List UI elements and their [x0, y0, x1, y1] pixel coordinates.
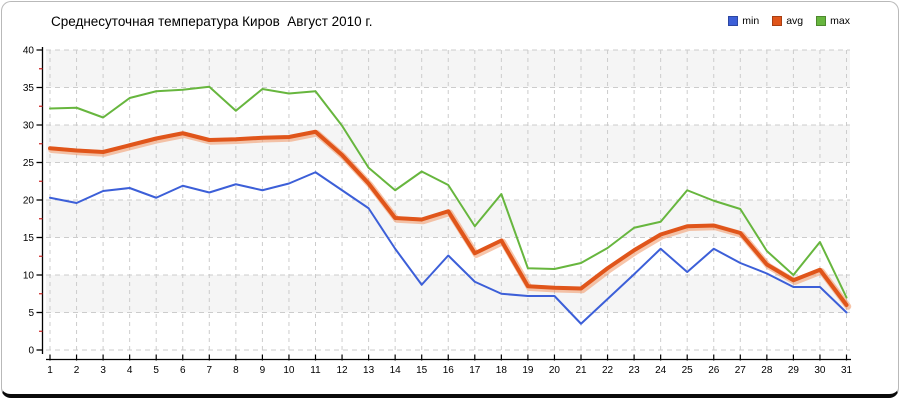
series-line-max — [49, 85, 848, 299]
y-axis-label: 15 — [23, 233, 35, 244]
y-axis-label: 10 — [23, 271, 35, 282]
x-axis-label: 22 — [602, 365, 614, 376]
x-axis-label: 28 — [761, 365, 773, 376]
x-axis-label: 6 — [180, 365, 186, 376]
max-series-swatch-icon — [816, 16, 827, 26]
x-axis-label: 26 — [708, 365, 720, 376]
series-line-avg — [48, 129, 849, 307]
x-axis-label: 12 — [336, 365, 348, 376]
y-axis-label: 0 — [28, 346, 34, 357]
x-axis-label: 31 — [841, 365, 853, 376]
x-axis-label: 14 — [390, 365, 402, 376]
y-axis-label: 25 — [23, 158, 35, 169]
legend-label-max: max — [830, 15, 850, 27]
y-axis-label: 40 — [23, 46, 35, 57]
x-axis-label: 16 — [443, 365, 455, 376]
x-axis-label: 23 — [629, 365, 641, 376]
chart-title: Среднесуточная температура Киров Август … — [51, 14, 373, 29]
x-axis-label: 7 — [207, 365, 213, 376]
series-line-min — [49, 171, 848, 325]
x-axis-label: 24 — [655, 365, 667, 376]
y-axis-label: 30 — [23, 121, 35, 132]
x-axis-label: 19 — [522, 365, 534, 376]
x-axis-label: 2 — [74, 365, 80, 376]
legend-item-max: max — [816, 15, 850, 27]
x-axis-label: 9 — [260, 365, 266, 376]
min-series-swatch-icon — [728, 16, 739, 26]
x-axis-label: 10 — [283, 365, 295, 376]
x-axis-label: 18 — [496, 365, 508, 376]
x-axis-label: 20 — [549, 365, 561, 376]
y-axis-label: 20 — [23, 196, 35, 207]
legend: min avg max — [728, 15, 850, 27]
x-axis-label: 29 — [788, 365, 800, 376]
x-axis-label: 15 — [416, 365, 428, 376]
x-axis-label: 25 — [682, 365, 694, 376]
x-axis-label: 21 — [575, 365, 587, 376]
x-axis-label: 27 — [735, 365, 747, 376]
x-axis-label: 8 — [233, 365, 239, 376]
x-axis-label: 17 — [469, 365, 481, 376]
legend-item-min: min — [728, 15, 759, 27]
legend-item-avg: avg — [772, 15, 803, 27]
y-axis-label: 5 — [28, 308, 34, 319]
legend-label-avg: avg — [786, 15, 804, 27]
legend-label-min: min — [742, 15, 760, 27]
y-axis-label: 35 — [23, 83, 35, 94]
x-axis-label: 4 — [127, 365, 133, 376]
x-axis-label: 5 — [153, 365, 159, 376]
avg-series-swatch-icon — [772, 16, 783, 26]
x-axis-label: 3 — [100, 365, 106, 376]
x-axis-label: 30 — [814, 365, 826, 376]
x-axis-label: 13 — [363, 365, 375, 376]
x-axis-label: 1 — [47, 365, 53, 376]
x-axis-label: 11 — [310, 365, 321, 376]
